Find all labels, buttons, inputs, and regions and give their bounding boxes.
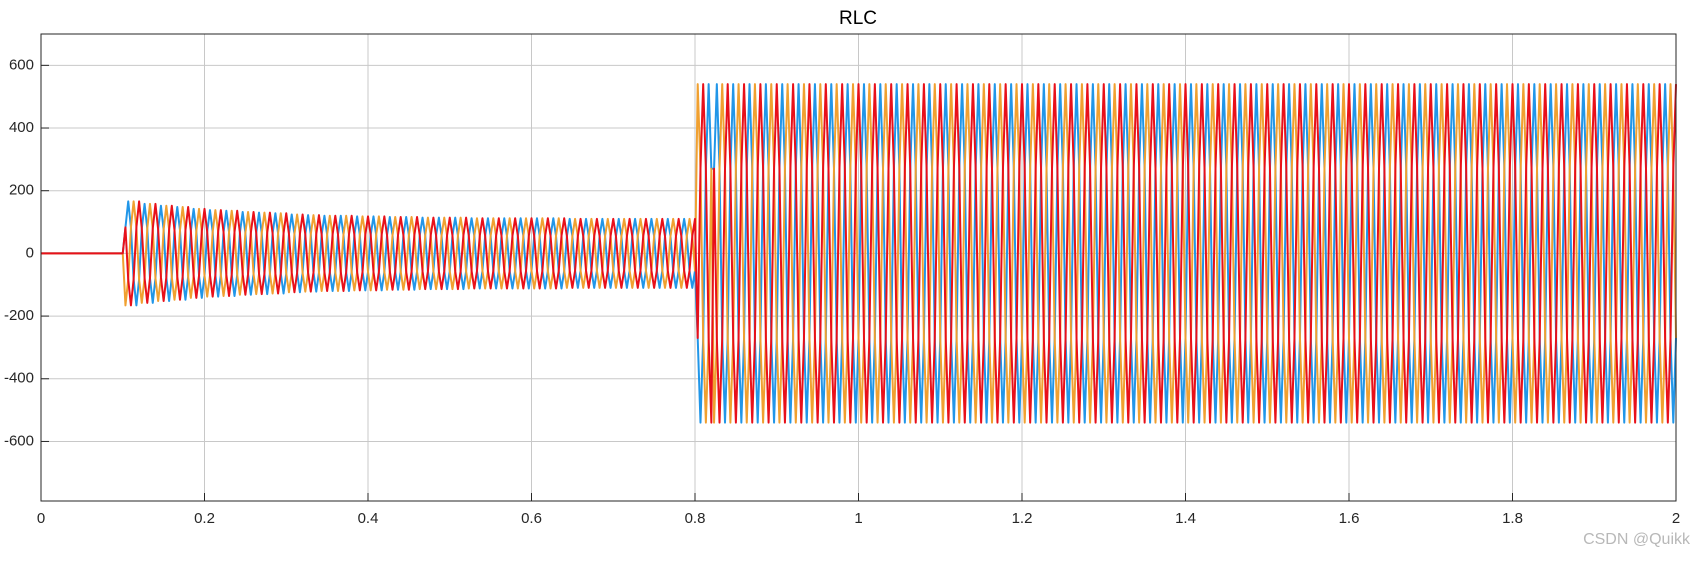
x-tick-label: 1.2 bbox=[1012, 510, 1033, 527]
x-tick-label: 0 bbox=[37, 510, 45, 527]
plot-frame bbox=[40, 33, 1677, 502]
x-tick-label: 0.6 bbox=[521, 510, 542, 527]
x-tick-label: 1.6 bbox=[1339, 510, 1360, 527]
y-tick-label: 200 bbox=[9, 182, 34, 199]
x-tick-label: 0.8 bbox=[685, 510, 706, 527]
series-line bbox=[41, 83, 1677, 424]
y-tick-label: -200 bbox=[4, 307, 34, 324]
series-line bbox=[41, 83, 1677, 424]
x-tick-label: 0.4 bbox=[358, 510, 379, 527]
x-tick-label: 1.4 bbox=[1175, 510, 1196, 527]
x-tick-label: 1 bbox=[854, 510, 862, 527]
x-tick-label: 2 bbox=[1672, 510, 1680, 527]
watermark: CSDN @Quikk bbox=[1583, 531, 1691, 548]
x-tick-label: 1.8 bbox=[1502, 510, 1523, 527]
y-tick-label: 400 bbox=[9, 119, 34, 136]
y-tick-label: 600 bbox=[9, 56, 34, 73]
chart-title: RLC bbox=[839, 8, 877, 29]
y-tick-label: -400 bbox=[4, 370, 34, 387]
y-tick-label: 0 bbox=[26, 244, 34, 261]
y-tick-label: -600 bbox=[4, 432, 34, 449]
x-tick-label: 0.2 bbox=[194, 510, 215, 527]
